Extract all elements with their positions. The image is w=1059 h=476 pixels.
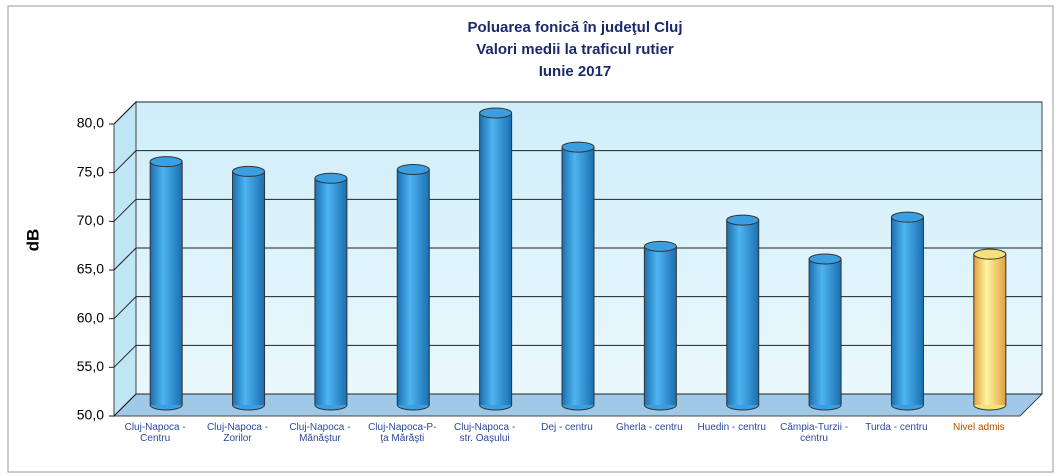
x-tick-label: Cluj-Napoca-P-ţa Mărăşti — [368, 422, 437, 444]
bar-cap — [149, 156, 183, 168]
bar-cap — [396, 163, 430, 175]
x-tick-label: Gherla - centru — [616, 422, 683, 433]
chart-title: Iunie 2017 — [539, 63, 612, 80]
x-tick-label: Cluj-Napoca - Zorilor — [206, 422, 269, 444]
y-tick-label: 70,0 — [77, 212, 104, 228]
bar — [314, 178, 347, 405]
bar — [809, 259, 842, 405]
y-tick-label: 55,0 — [77, 358, 104, 374]
bar-cap — [973, 248, 1007, 260]
bar-cap — [643, 240, 677, 252]
bar — [644, 246, 677, 405]
x-tick-label: Huedin - centru — [697, 422, 766, 433]
x-tick-label: Cluj-Napoca - Mănăştur — [289, 422, 351, 444]
y-axis-label: dB — [23, 229, 42, 252]
bar-cap — [479, 107, 513, 119]
y-tick-label: 60,0 — [77, 309, 104, 325]
bar-cap — [232, 165, 266, 177]
grid-line — [113, 101, 1042, 125]
chart-title: Poluarea fonică în judeţul Cluj — [467, 19, 682, 36]
y-tick-label: 50,0 — [77, 407, 104, 423]
bar — [479, 113, 512, 405]
grid-line — [113, 150, 1042, 174]
x-tick-label: Cluj-Napoca - str. Oaşului — [454, 422, 516, 444]
bar — [562, 147, 594, 406]
bar — [973, 254, 1006, 405]
x-tick-label: Nivel admis — [952, 422, 1005, 433]
bar — [397, 169, 430, 405]
bar — [150, 161, 183, 405]
y-tick-label: 80,0 — [77, 115, 104, 131]
y-tick-label: 65,0 — [77, 261, 104, 277]
bar-cap — [890, 211, 924, 223]
bar — [726, 220, 759, 405]
x-tick-label: Dej - centru — [541, 422, 593, 433]
bar-cap — [726, 214, 760, 226]
x-tick-label: Cluj-Napoca - Centru — [124, 422, 186, 444]
y-tick-label: 75,0 — [77, 163, 104, 179]
bar-cap — [561, 141, 595, 153]
x-tick-label: Turda - centru — [865, 422, 928, 433]
bar — [232, 171, 265, 405]
bar-cap — [314, 172, 348, 184]
frame — [7, 5, 1054, 473]
chart-title: Valori medii la traficul rutier — [476, 41, 674, 58]
grid-line — [113, 198, 1042, 222]
bar — [891, 217, 924, 405]
bar-cap — [808, 253, 842, 265]
x-tick-label: Câmpia-Turzii - centru — [780, 422, 849, 444]
